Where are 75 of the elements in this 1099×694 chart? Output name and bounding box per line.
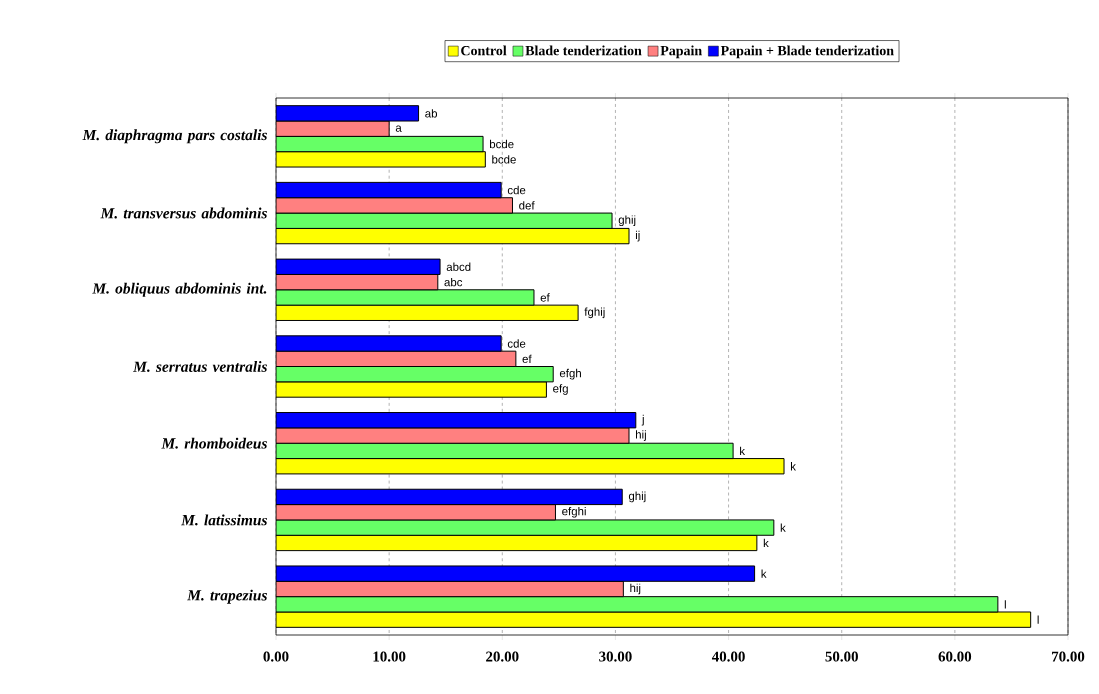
- bar: [276, 120, 390, 137]
- bar: [276, 412, 637, 429]
- bar: [276, 105, 420, 122]
- data-label: k: [763, 538, 769, 548]
- bar: [276, 596, 999, 613]
- bar: [276, 181, 502, 199]
- bar: [276, 197, 513, 214]
- x-tick-label: 30.00: [599, 651, 632, 662]
- x-tick-label: 10.00: [373, 651, 406, 662]
- bar: [276, 350, 517, 367]
- bar: [276, 273, 439, 291]
- y-tick-label: M. rhomboideus: [161, 437, 267, 449]
- y-tick-label: M. obliquus abdominis int.: [92, 282, 267, 297]
- x-tick-label: 70.00: [1052, 651, 1085, 662]
- data-label: ij: [635, 230, 640, 242]
- bar: [276, 381, 547, 398]
- data-label: ef: [522, 354, 532, 364]
- data-label: efgh: [559, 368, 581, 380]
- bar: [276, 534, 758, 552]
- bar: [276, 227, 630, 245]
- bar: [276, 135, 484, 153]
- data-label: l: [1037, 615, 1039, 624]
- data-label: fghij: [584, 307, 605, 319]
- bar: [276, 580, 624, 598]
- data-label: efg: [553, 384, 568, 395]
- data-label: hij: [630, 583, 641, 595]
- bar: [276, 458, 785, 475]
- bar: [276, 442, 734, 460]
- legend-label: Papain + Blade tenderization: [720, 45, 894, 59]
- bar: [276, 212, 613, 229]
- bar: [276, 519, 775, 536]
- bar: [276, 335, 502, 352]
- legend-label: Blade tenderization: [525, 45, 642, 56]
- legend-label: Papain: [660, 45, 702, 59]
- data-label: a: [395, 125, 402, 132]
- x-tick-label: 20.00: [486, 651, 519, 662]
- bar: [276, 565, 756, 582]
- y-tick-label: M. diaphragma pars costalis: [82, 129, 267, 144]
- data-label: bcde: [489, 139, 514, 149]
- y-tick-label: M. transversus abdominis: [100, 207, 267, 219]
- data-label: def: [519, 201, 535, 210]
- x-tick-label: 50.00: [825, 651, 858, 662]
- data-label: ghij: [618, 215, 636, 227]
- data-label: ef: [540, 293, 550, 302]
- data-label: k: [761, 569, 767, 578]
- data-label: cde: [507, 185, 526, 195]
- data-label: abcd: [446, 262, 471, 271]
- data-label: k: [780, 523, 786, 532]
- data-label: abc: [444, 277, 463, 287]
- x-tick-label: 60.00: [938, 651, 972, 662]
- legend-label: Control: [461, 45, 507, 56]
- data-label: bcde: [492, 155, 516, 164]
- data-label: ab: [425, 109, 438, 118]
- data-label: cde: [507, 339, 526, 348]
- bar: [276, 304, 579, 321]
- bar: [276, 366, 554, 383]
- bar: [276, 289, 535, 306]
- x-tick-label: 0.00: [263, 651, 289, 662]
- bar: [276, 258, 441, 275]
- y-tick-label: M. latissimus: [181, 514, 267, 526]
- x-tick-label: 40.00: [711, 651, 745, 662]
- y-tick-label: M. serratus ventralis: [132, 361, 267, 372]
- data-label: ghij: [628, 491, 646, 503]
- data-label: j: [641, 414, 644, 426]
- data-label: hij: [636, 430, 646, 441]
- data-label: k: [790, 462, 796, 471]
- y-tick-label: M. trapezius: [187, 589, 267, 604]
- bar: [276, 504, 556, 521]
- bar: [276, 611, 1032, 628]
- bar: [276, 151, 486, 168]
- data-label: k: [740, 446, 746, 456]
- bar: [276, 427, 630, 444]
- data-label: l: [1004, 600, 1006, 609]
- bar: [276, 488, 623, 506]
- data-label: efghi: [562, 506, 586, 518]
